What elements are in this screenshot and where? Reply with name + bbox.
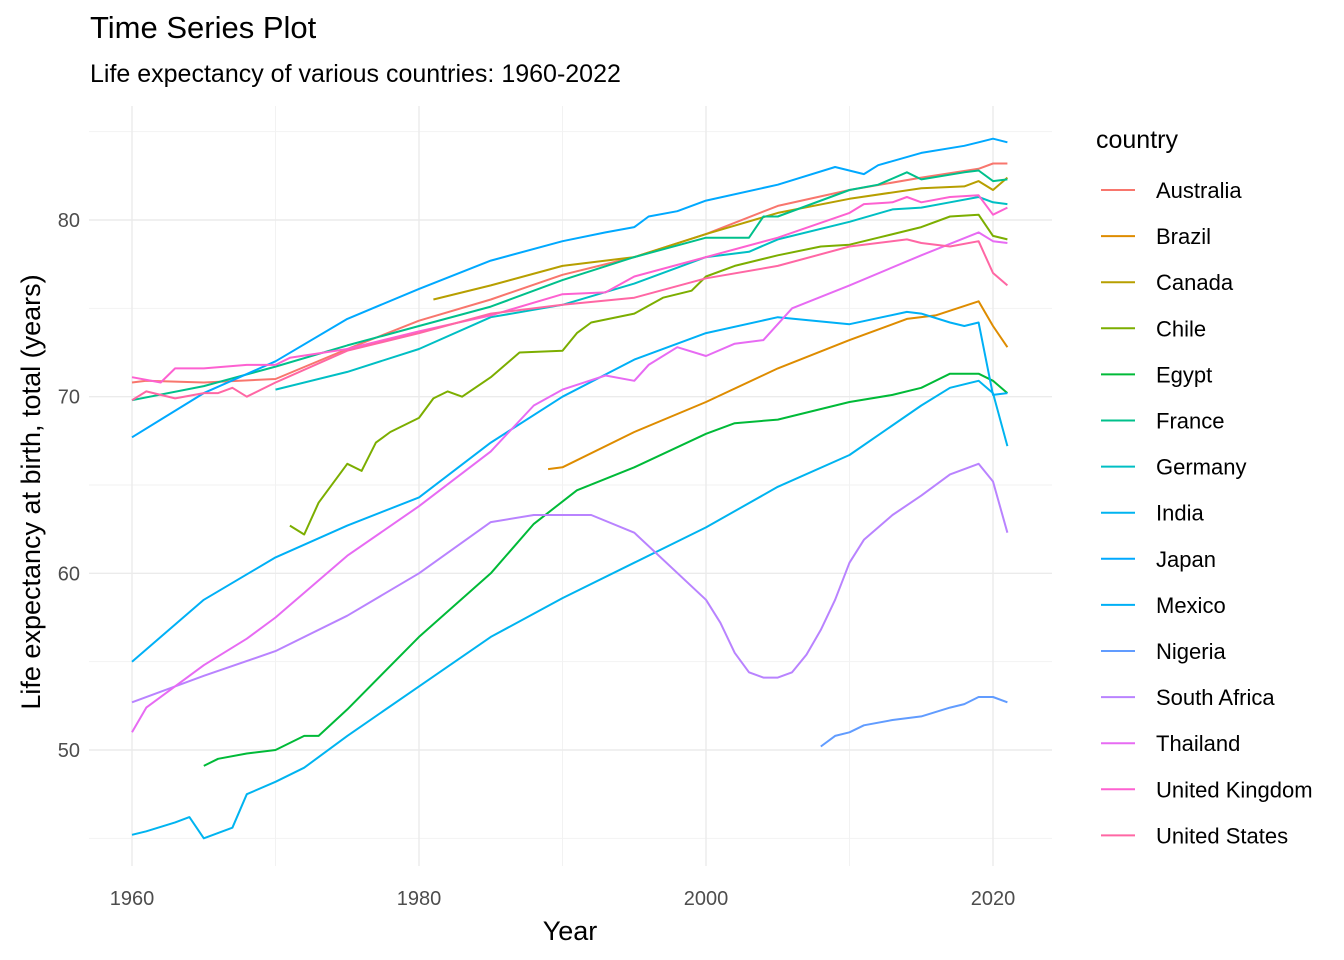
series-line-germany [275,196,1008,391]
series-line-australia [131,162,1008,384]
y-tick-label: 80 [58,210,80,232]
legend-label-japan: Japan [1156,547,1216,572]
y-tick-label: 60 [58,563,80,585]
series-line-mexico [131,310,1008,663]
x-tick-label: 2020 [971,888,1016,910]
y-tick-label: 50 [58,740,80,762]
legend-label-france: France [1156,409,1224,434]
grid [89,106,1052,866]
axis-ticks: 50 60 70 80 1960 1980 2000 2020 [58,210,1016,910]
series-line-brazil [547,300,1009,471]
chart-subtitle: Life expectancy of various countries: 19… [90,60,621,88]
x-tick-label: 2000 [684,888,729,910]
series-line-united-states [131,238,1009,402]
legend-label-germany: Germany [1156,455,1246,480]
legend-label-australia: Australia [1156,178,1242,203]
legend-label-united-states: United States [1156,823,1288,848]
legend-label-egypt: Egypt [1156,362,1212,387]
legend-title: country [1096,126,1178,154]
legend-label-canada: Canada [1156,270,1234,295]
series-lines [131,137,1009,840]
legend-label-united-kingdom: United Kingdom [1156,777,1313,802]
series-line-egypt [203,372,1009,767]
legend-label-thailand: Thailand [1156,731,1240,756]
x-axis-title: Year [543,916,598,946]
y-tick-label: 70 [58,387,80,409]
legend-label-south-africa: South Africa [1156,685,1275,710]
series-line-united-kingdom [131,194,1008,384]
chart-title: Time Series Plot [90,10,317,45]
legend-label-brazil: Brazil [1156,224,1211,249]
x-tick-label: 1980 [397,888,442,910]
series-line-chile [289,213,1008,536]
series-line-france [131,169,1008,402]
legend-label-mexico: Mexico [1156,593,1226,618]
legend-label-chile: Chile [1156,316,1206,341]
series-line-south-africa [131,462,1009,704]
series-line-thailand [131,231,1008,733]
y-axis-title: Life expectancy at birth, total (years) [16,274,46,709]
legend-label-india: India [1156,501,1204,526]
legend-label-nigeria: Nigeria [1156,639,1226,664]
x-tick-label: 1960 [110,888,155,910]
series-line-canada [433,176,1009,301]
series-line-nigeria [820,696,1008,748]
legend: country Australia Brazil Canada Chile Egypt F… [1096,126,1313,848]
series-line-india [131,379,1009,840]
series-line-japan [131,137,1008,439]
